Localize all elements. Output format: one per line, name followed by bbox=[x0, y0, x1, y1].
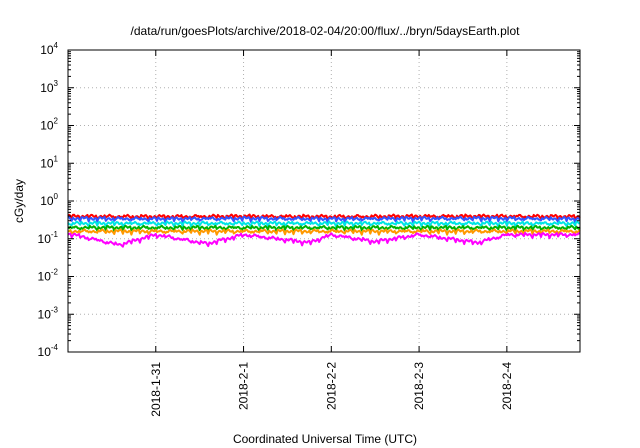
axis-ticks bbox=[68, 49, 580, 353]
y-tick-label: 10-1 bbox=[38, 230, 59, 246]
series-line-6 bbox=[67, 231, 581, 248]
x-tick-label: 2018-2-3 bbox=[412, 362, 426, 410]
grid-lines bbox=[68, 50, 580, 352]
x-tick-label: 2018-2-1 bbox=[237, 362, 251, 410]
y-tick-label: 10-4 bbox=[38, 343, 59, 359]
x-tick-label: 2018-2-4 bbox=[500, 362, 514, 410]
y-tick-label: 10-2 bbox=[38, 268, 59, 284]
y-tick-label: 100 bbox=[40, 192, 58, 208]
series-lines bbox=[67, 213, 581, 248]
series-line-3 bbox=[67, 220, 581, 228]
x-tick-labels: 2018-1-31 2018-2-1 2018-2-2 2018-2-3 2018-2-… bbox=[149, 362, 514, 417]
chart-title: /data/run/goesPlots/archive/2018-02-04/2… bbox=[131, 24, 521, 38]
series-line-4 bbox=[67, 224, 581, 233]
y-tick-label: 102 bbox=[40, 117, 58, 133]
y-tick-label: 101 bbox=[40, 154, 58, 170]
y-tick-labels: 10-4 10-3 10-2 10-1 100 101 102 103 104 bbox=[38, 41, 59, 359]
y-tick-label: 103 bbox=[40, 79, 58, 95]
series-line-5 bbox=[68, 228, 581, 236]
x-tick-label: 2018-1-31 bbox=[149, 362, 163, 417]
y-tick-label: 104 bbox=[40, 41, 58, 57]
series-line-2 bbox=[67, 215, 581, 224]
x-axis-label: Coordinated Universal Time (UTC) bbox=[233, 432, 417, 446]
y-axis-label: cGy/day bbox=[12, 179, 26, 223]
y-tick-label: 10-3 bbox=[38, 305, 59, 321]
x-tick-label: 2018-2-2 bbox=[324, 362, 338, 410]
